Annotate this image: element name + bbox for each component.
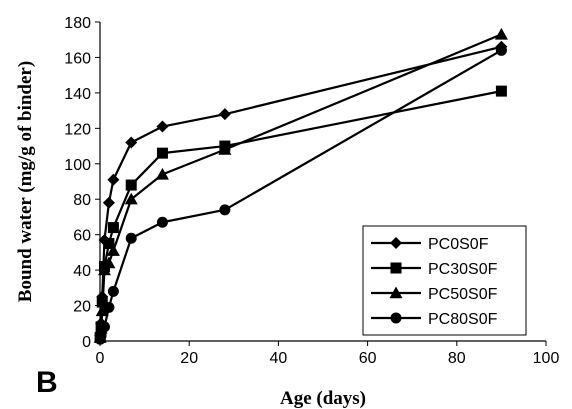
data-point: [125, 232, 137, 244]
y-axis-title: Bound water (mg/g of binder): [15, 61, 36, 302]
y-tick-label: 180: [64, 15, 91, 32]
panel-label: B: [36, 366, 58, 399]
data-point: [102, 196, 115, 209]
data-point: [107, 285, 119, 297]
legend-label: PC50S0F: [428, 286, 498, 303]
series-layer: [93, 27, 508, 345]
tick-labels: 0 20 40 60 80 100 120 140 160 180 0 20 40 60 80 100: [64, 15, 559, 367]
data-point: [156, 120, 169, 133]
data-point: [103, 301, 115, 313]
legend: PC0S0F PC30S0F PC50S0F PC80S0F: [362, 225, 527, 336]
y-tick-label: 100: [64, 157, 91, 174]
series-line: [99, 33, 502, 338]
y-tick-label: 40: [73, 263, 91, 280]
data-point: [495, 85, 507, 97]
series-pc80s0f: [94, 44, 507, 345]
series-pc50s0f: [93, 27, 508, 343]
data-point: [218, 143, 232, 155]
x-axis-title: Age (days): [280, 388, 366, 409]
data-point: [107, 222, 119, 234]
legend-item: PC30S0F: [371, 261, 498, 278]
y-tick-label: 80: [73, 192, 91, 209]
x-tick-label: 60: [359, 350, 377, 367]
legend-marker: [390, 262, 402, 274]
y-tick-label: 140: [64, 86, 91, 103]
x-tick-label: 20: [180, 350, 198, 367]
data-point: [107, 173, 120, 186]
legend-item: PC50S0F: [371, 286, 498, 303]
data-point: [124, 192, 138, 205]
legend-label: PC80S0F: [428, 311, 498, 328]
y-tick-label: 60: [73, 228, 91, 245]
data-point: [155, 167, 169, 180]
legend-label: PC30S0F: [428, 261, 498, 278]
data-point: [102, 256, 116, 269]
legend-item: PC80S0F: [371, 311, 498, 328]
data-point: [98, 321, 110, 333]
x-tick-label: 40: [270, 350, 288, 367]
legend-box: [362, 225, 527, 336]
legend-marker: [389, 286, 403, 299]
data-point: [95, 304, 109, 317]
data-point: [218, 108, 231, 121]
data-point: [125, 136, 138, 149]
data-point: [125, 179, 137, 191]
legend-marker: [390, 312, 402, 324]
x-tick-label: 100: [533, 350, 560, 367]
x-tick-label: 80: [448, 350, 466, 367]
y-tick-label: 160: [64, 50, 91, 67]
data-point: [495, 44, 507, 56]
y-tick-label: 0: [82, 334, 91, 351]
data-point: [106, 244, 120, 256]
legend-item: PC0S0F: [371, 236, 489, 253]
data-point: [494, 27, 508, 40]
y-tick-label: 120: [64, 121, 91, 138]
data-point: [103, 238, 115, 250]
data-point: [97, 263, 111, 276]
data-point: [219, 204, 231, 216]
legend-label: PC0S0F: [428, 236, 489, 253]
legend-marker: [390, 237, 402, 249]
data-point: [156, 216, 168, 228]
y-tick-label: 20: [73, 299, 91, 316]
data-point: [156, 147, 168, 159]
x-tick-label: 0: [96, 350, 105, 367]
